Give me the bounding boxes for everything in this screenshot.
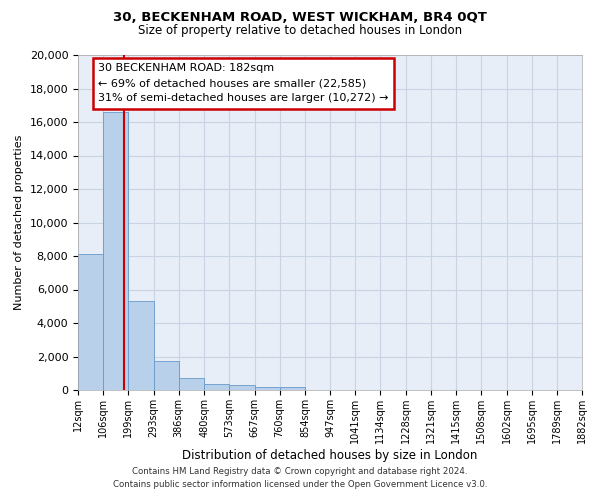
Bar	[204, 384, 229, 390]
Bar	[78, 254, 103, 390]
Bar	[229, 385, 254, 390]
Bar	[280, 386, 305, 390]
Text: 30 BECKENHAM ROAD: 182sqm
← 69% of detached houses are smaller (22,585)
31% of s: 30 BECKENHAM ROAD: 182sqm ← 69% of detac…	[98, 64, 389, 103]
Bar	[103, 112, 128, 390]
Bar	[254, 386, 280, 390]
X-axis label: Distribution of detached houses by size in London: Distribution of detached houses by size …	[182, 448, 478, 462]
Y-axis label: Number of detached properties: Number of detached properties	[14, 135, 24, 310]
Text: Contains HM Land Registry data © Crown copyright and database right 2024.
Contai: Contains HM Land Registry data © Crown c…	[113, 468, 487, 489]
Bar	[154, 360, 179, 390]
Bar	[128, 301, 154, 390]
Bar	[179, 378, 204, 390]
Text: Size of property relative to detached houses in London: Size of property relative to detached ho…	[138, 24, 462, 37]
Text: 30, BECKENHAM ROAD, WEST WICKHAM, BR4 0QT: 30, BECKENHAM ROAD, WEST WICKHAM, BR4 0Q…	[113, 11, 487, 24]
